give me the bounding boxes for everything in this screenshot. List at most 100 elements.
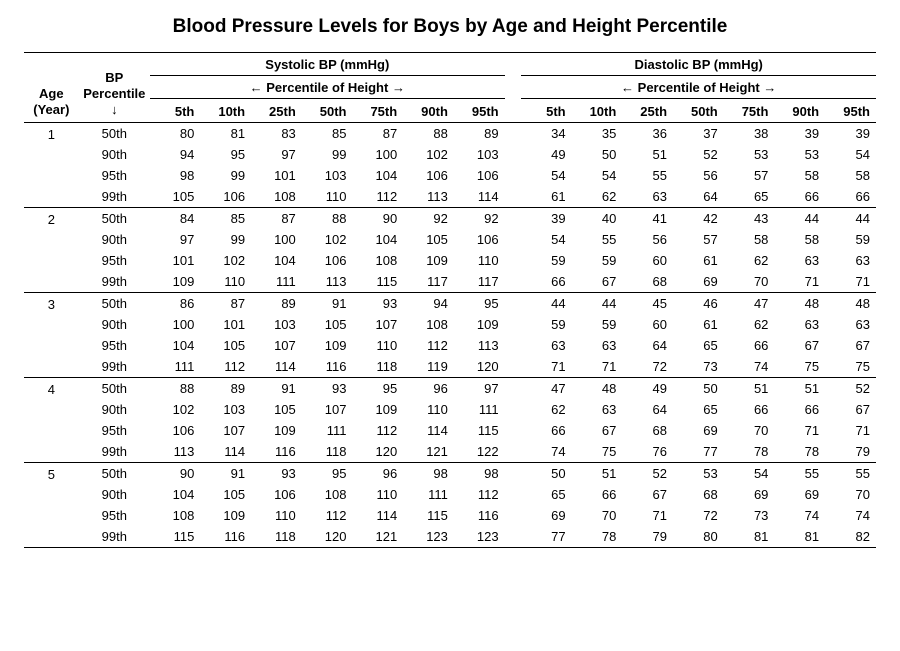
systolic-cell: 91 (302, 292, 353, 314)
gap-cell (505, 165, 522, 186)
diastolic-cell: 51 (572, 462, 623, 484)
systolic-height-pct-header: ← Percentile of Height → (150, 76, 505, 99)
systolic-cell: 88 (403, 122, 454, 144)
diastolic-cell: 49 (622, 377, 673, 399)
bp-header-line1: BP (105, 70, 123, 85)
gap-cell (505, 462, 522, 484)
systolic-cell: 95 (200, 144, 251, 165)
diastolic-cell: 44 (774, 207, 825, 229)
systolic-cell: 110 (200, 271, 251, 293)
table-body: 150th808183858788893435363738393990th949… (24, 122, 876, 547)
systolic-cell: 103 (200, 399, 251, 420)
systolic-cell: 99 (200, 229, 251, 250)
bp-percentile-cell: 50th (79, 207, 150, 229)
diastolic-cell: 34 (521, 122, 571, 144)
table-row: 95th10110210410610810911059596061626363 (24, 250, 876, 271)
gap-cell (505, 399, 522, 420)
diastolic-cell: 70 (825, 484, 876, 505)
systolic-cell: 116 (302, 356, 353, 378)
systolic-cell: 100 (251, 229, 302, 250)
diastolic-cell: 58 (825, 165, 876, 186)
systolic-cell: 106 (454, 165, 505, 186)
systolic-cell: 93 (352, 292, 403, 314)
table-row: 90th10410510610811011111265666768696970 (24, 484, 876, 505)
systolic-cell: 92 (403, 207, 454, 229)
gap-cell (505, 377, 522, 399)
systolic-cell: 106 (251, 484, 302, 505)
header-gap (505, 53, 522, 76)
systolic-cell: 114 (403, 420, 454, 441)
diastolic-cell: 74 (724, 356, 775, 378)
systolic-cell: 109 (150, 271, 200, 293)
systolic-cell: 102 (150, 399, 200, 420)
systolic-cell: 88 (150, 377, 200, 399)
table-row: 99th10510610811011211311461626364656666 (24, 186, 876, 208)
dia-hp-0: 5th (521, 99, 571, 122)
systolic-cell: 88 (302, 207, 353, 229)
systolic-cell: 113 (454, 335, 505, 356)
systolic-cell: 92 (454, 207, 505, 229)
diastolic-cell: 63 (572, 399, 623, 420)
systolic-cell: 105 (403, 229, 454, 250)
bp-percentile-cell: 50th (79, 377, 150, 399)
gap-cell (505, 505, 522, 526)
diastolic-cell: 57 (673, 229, 724, 250)
systolic-cell: 104 (150, 335, 200, 356)
gap-cell (505, 229, 522, 250)
diastolic-cell: 52 (825, 377, 876, 399)
systolic-cell: 116 (251, 441, 302, 463)
diastolic-cell: 70 (724, 420, 775, 441)
diastolic-cell: 66 (521, 420, 571, 441)
systolic-cell: 85 (302, 122, 353, 144)
bp-table: Age (Year) BP Percentile ↓ Systolic BP (… (24, 52, 876, 548)
diastolic-cell: 54 (825, 144, 876, 165)
diastolic-cell: 50 (673, 377, 724, 399)
diastolic-cell: 71 (774, 420, 825, 441)
systolic-cell: 110 (302, 186, 353, 208)
diastolic-cell: 55 (622, 165, 673, 186)
sys-hp-0: 5th (150, 99, 200, 122)
diastolic-cell: 71 (572, 356, 623, 378)
age-header-line2: (Year) (33, 102, 69, 117)
systolic-cell: 100 (352, 144, 403, 165)
systolic-cell: 112 (352, 186, 403, 208)
systolic-cell: 116 (200, 526, 251, 548)
age-cell: 5 (24, 462, 79, 547)
gap-cell (505, 186, 522, 208)
systolic-cell: 95 (352, 377, 403, 399)
diastolic-cell: 75 (825, 356, 876, 378)
systolic-cell: 87 (352, 122, 403, 144)
diastolic-cell: 58 (774, 229, 825, 250)
systolic-cell: 119 (403, 356, 454, 378)
table-row: 95th10810911011211411511669707172737474 (24, 505, 876, 526)
systolic-cell: 108 (352, 250, 403, 271)
diastolic-cell: 57 (724, 165, 775, 186)
diastolic-cell: 51 (724, 377, 775, 399)
systolic-cell: 118 (302, 441, 353, 463)
gap-cell (505, 122, 522, 144)
systolic-cell: 102 (200, 250, 251, 271)
diastolic-cell: 61 (521, 186, 571, 208)
diastolic-cell: 67 (825, 399, 876, 420)
bp-header-line2: Percentile (83, 86, 145, 101)
dia-hp-3: 50th (673, 99, 724, 122)
table-row: 99th11511611812012112312377787980818182 (24, 526, 876, 548)
page: Blood Pressure Levels for Boys by Age an… (0, 0, 900, 572)
systolic-cell: 97 (150, 229, 200, 250)
diastolic-cell: 67 (825, 335, 876, 356)
diastolic-height-pct-header: ← Percentile of Height → (521, 76, 876, 99)
diastolic-cell: 66 (572, 484, 623, 505)
sys-hp-1: 10th (200, 99, 251, 122)
bp-percentile-cell: 99th (79, 186, 150, 208)
systolic-cell: 106 (302, 250, 353, 271)
gap-cell (505, 420, 522, 441)
systolic-cell: 111 (251, 271, 302, 293)
systolic-cell: 108 (302, 484, 353, 505)
table-row: 450th8889919395969747484950515152 (24, 377, 876, 399)
systolic-cell: 105 (200, 335, 251, 356)
systolic-cell: 103 (251, 314, 302, 335)
diastolic-cell: 44 (825, 207, 876, 229)
diastolic-cell: 52 (673, 144, 724, 165)
table-row: 90th10210310510710911011162636465666667 (24, 399, 876, 420)
systolic-cell: 87 (200, 292, 251, 314)
